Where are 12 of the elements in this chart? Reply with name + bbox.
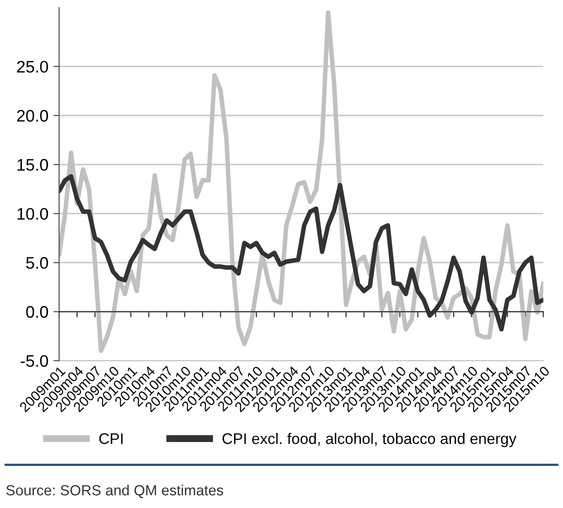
- y-tick-label: 15.0: [18, 158, 48, 171]
- y-tick-label: -5.0: [20, 355, 48, 367]
- y-tick-label: 10.0: [18, 208, 48, 220]
- y-tick-label: 5.0: [26, 257, 48, 269]
- legend-label: CPI: [99, 433, 123, 444]
- line-series: [59, 174, 544, 332]
- y-tick-label: 25.0: [17, 60, 48, 73]
- line-series: [59, 10, 544, 354]
- source-note: Source: SORS and QM estimates: [6, 484, 224, 498]
- y-tick-label: 0.0: [26, 306, 48, 318]
- y-tick-label: 20.0: [17, 110, 48, 122]
- legend-label: CPI excl. food, alcohol, tobacco and energy: [222, 432, 516, 448]
